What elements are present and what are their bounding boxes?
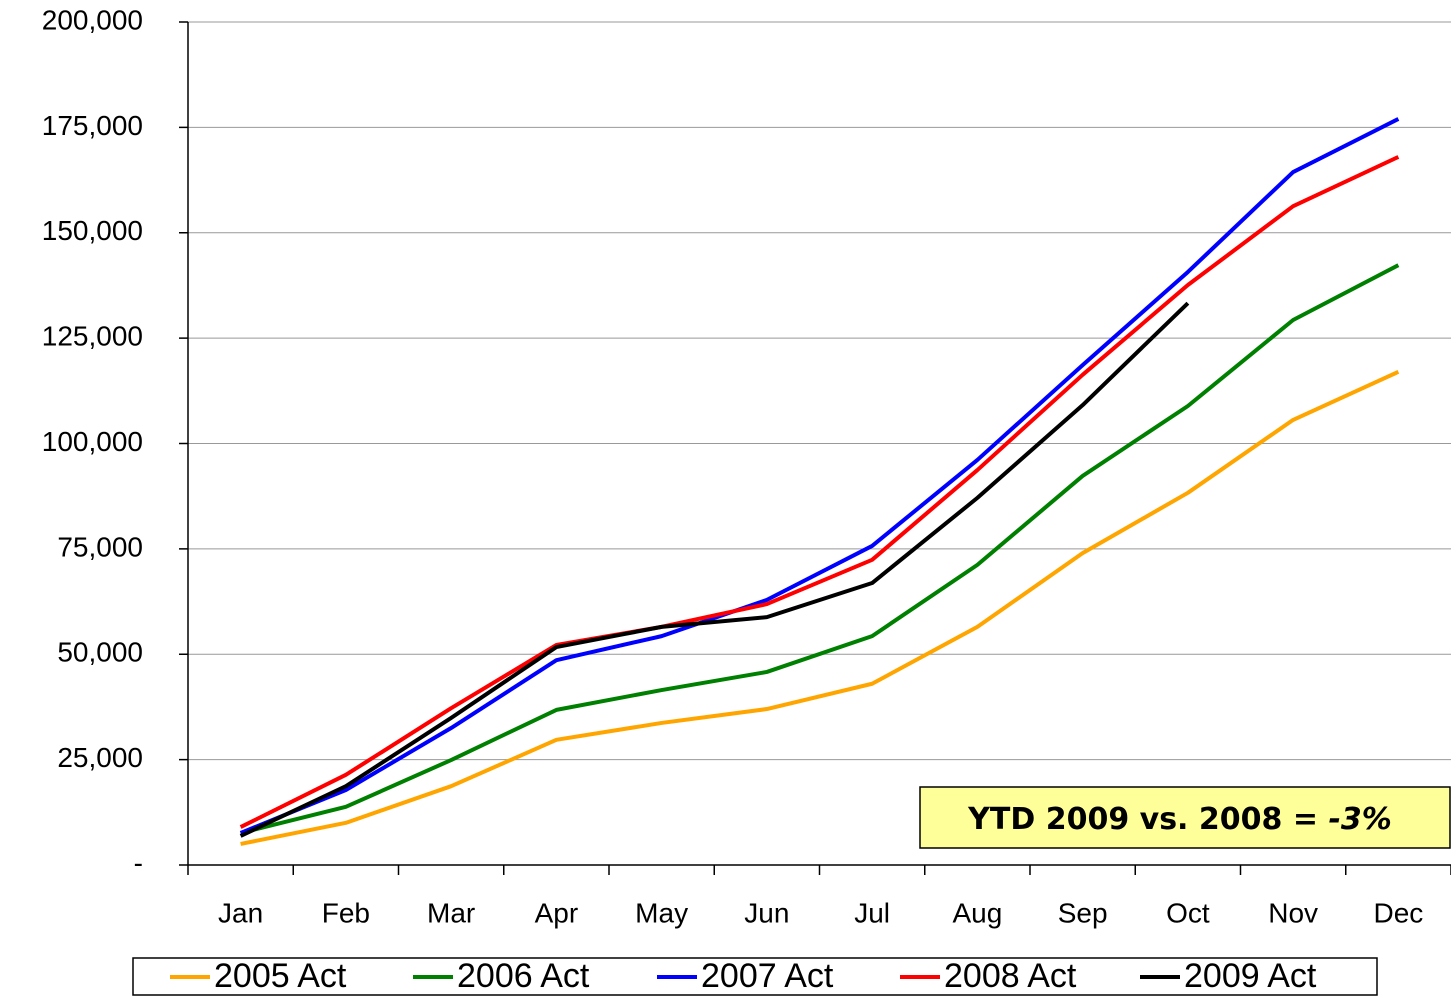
x-tick-label: Jan — [218, 897, 263, 928]
legend-label: 2007 Act — [701, 957, 834, 995]
y-tick-label: 75,000 — [57, 531, 143, 562]
y-tick-label: 175,000 — [42, 110, 143, 141]
x-tick-label: Nov — [1268, 897, 1318, 928]
legend-label: 2008 Act — [944, 957, 1077, 995]
series-line — [240, 370, 1400, 846]
y-tick-label: - — [134, 847, 143, 878]
annotation: YTD 2009 vs. 2008 = -3% — [967, 802, 1392, 837]
legend-label: 2006 Act — [457, 957, 590, 995]
legend-label: 2009 Act — [1184, 957, 1317, 995]
annotation-box — [919, 786, 1451, 849]
x-tick-label: Apr — [535, 897, 579, 928]
y-tick-label: 100,000 — [42, 426, 143, 457]
x-tick-label: May — [635, 897, 688, 928]
x-tick-label: Dec — [1373, 897, 1423, 928]
y-tick-label: 25,000 — [57, 742, 143, 773]
legend-label: 2005 Act — [214, 957, 347, 995]
series-line — [239, 301, 1190, 838]
x-tick-label: Sep — [1058, 897, 1108, 928]
x-tick-label: Mar — [427, 897, 475, 928]
series-line — [240, 263, 1400, 835]
x-tick-label: Oct — [1166, 897, 1210, 928]
series-line — [239, 117, 1400, 835]
x-tick-label: Jun — [744, 897, 789, 928]
x-tick-label: Jul — [854, 897, 890, 928]
x-tick-label: Feb — [322, 897, 370, 928]
series-line — [239, 155, 1400, 829]
y-tick-label: 200,000 — [42, 4, 143, 35]
y-tick-label: 125,000 — [42, 321, 143, 352]
x-tick-label: Aug — [952, 897, 1002, 928]
annotation-highlight: -3% — [1328, 802, 1391, 837]
y-tick-label: 150,000 — [42, 215, 143, 246]
y-tick-label: 50,000 — [57, 637, 143, 668]
annotation-text: YTD 2009 vs. 2008 = — [967, 802, 1318, 837]
